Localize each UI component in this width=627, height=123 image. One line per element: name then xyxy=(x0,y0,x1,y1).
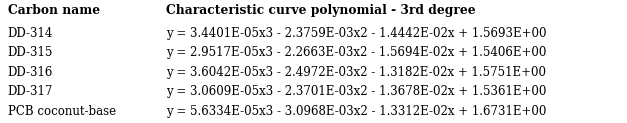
Text: DD-316: DD-316 xyxy=(8,66,53,79)
Text: y = 2.9517E-05x3 - 2.2663E-03x2 - 1.5694E-02x + 1.5406E+00: y = 2.9517E-05x3 - 2.2663E-03x2 - 1.5694… xyxy=(166,46,547,60)
Text: PCB coconut-base: PCB coconut-base xyxy=(8,105,115,118)
Text: Characteristic curve polynomial - 3rd degree: Characteristic curve polynomial - 3rd de… xyxy=(166,4,476,17)
Text: y = 3.4401E-05x3 - 2.3759E-03x2 - 1.4442E-02x + 1.5693E+00: y = 3.4401E-05x3 - 2.3759E-03x2 - 1.4442… xyxy=(166,27,547,40)
Text: DD-315: DD-315 xyxy=(8,46,53,60)
Text: y = 5.6334E-05x3 - 3.0968E-03x2 - 1.3312E-02x + 1.6731E+00: y = 5.6334E-05x3 - 3.0968E-03x2 - 1.3312… xyxy=(166,105,547,118)
Text: y = 3.6042E-05x3 - 2.4972E-03x2 - 1.3182E-02x + 1.5751E+00: y = 3.6042E-05x3 - 2.4972E-03x2 - 1.3182… xyxy=(166,66,546,79)
Text: Carbon name: Carbon name xyxy=(8,4,100,17)
Text: DD-314: DD-314 xyxy=(8,27,53,40)
Text: DD-317: DD-317 xyxy=(8,85,53,98)
Text: y = 3.0609E-05x3 - 2.3701E-03x2 - 1.3678E-02x + 1.5361E+00: y = 3.0609E-05x3 - 2.3701E-03x2 - 1.3678… xyxy=(166,85,547,98)
